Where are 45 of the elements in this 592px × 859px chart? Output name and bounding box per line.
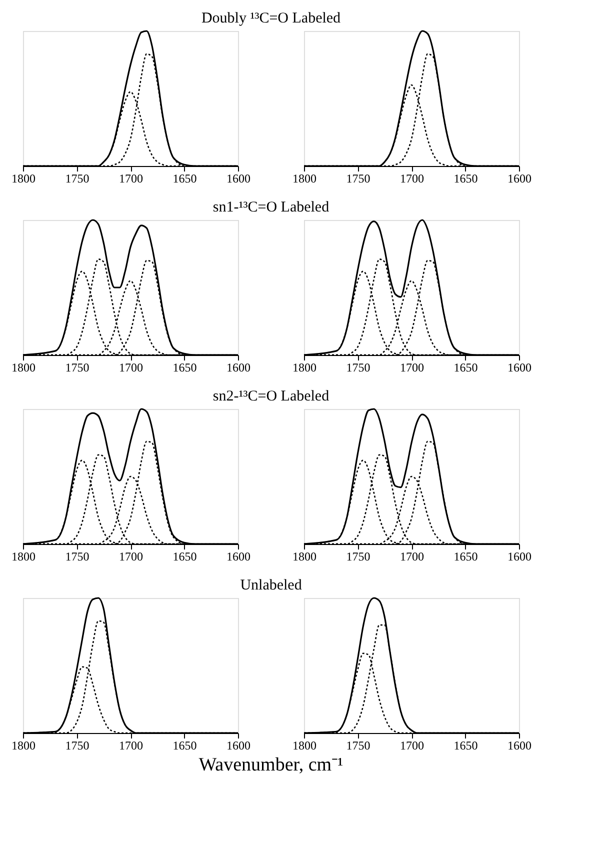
x-tick-label: 1700 <box>400 738 424 752</box>
x-tick-label: 1700 <box>400 172 424 186</box>
x-tick-label: 1600 <box>508 738 532 752</box>
x-tick-label: 1650 <box>172 360 197 374</box>
x-tick-label: 1750 <box>65 550 90 564</box>
text: sn1-¹³C=O Labeled <box>212 200 330 216</box>
x-tick-label: 1800 <box>292 550 316 564</box>
x-axis-title: Wavenumber, cm⁻¹ <box>198 754 344 776</box>
text: Unlabeled <box>240 578 302 594</box>
x-tick-label: 1650 <box>454 360 478 374</box>
x-tick-label: 1700 <box>119 360 143 374</box>
x-tick-label: 1700 <box>119 172 143 186</box>
x-tick-label: 1800 <box>12 738 36 752</box>
x-tick-label: 1600 <box>226 172 250 186</box>
x-tick-label: 1650 <box>172 550 197 564</box>
x-tick-label: 1800 <box>292 360 316 374</box>
x-tick-label: 1600 <box>508 360 532 374</box>
x-tick-label: 1700 <box>119 550 143 564</box>
x-tick-label: 1700 <box>400 360 424 374</box>
x-tick-label: 1600 <box>226 360 250 374</box>
x-tick-label: 1700 <box>119 738 143 752</box>
x-tick-label: 1700 <box>400 550 424 564</box>
x-tick-label: 1600 <box>508 172 532 186</box>
x-tick-label: 1750 <box>65 738 90 752</box>
x-tick-label: 1650 <box>454 172 478 186</box>
x-tick-label: 1750 <box>346 172 370 186</box>
x-tick-label: 1750 <box>65 360 90 374</box>
x-tick-label: 1800 <box>12 550 36 564</box>
x-tick-label: 1800 <box>12 172 36 186</box>
x-tick-label: 1750 <box>65 172 90 186</box>
x-tick-label: 1750 <box>346 550 370 564</box>
x-tick-label: 1650 <box>172 172 197 186</box>
x-tick-label: 1600 <box>508 550 532 564</box>
x-tick-label: 1750 <box>346 360 370 374</box>
x-tick-label: 1800 <box>292 172 316 186</box>
x-tick-label: 1750 <box>346 738 370 752</box>
x-tick-label: 1600 <box>226 738 250 752</box>
x-tick-label: 1600 <box>226 550 250 564</box>
x-tick-label: 1650 <box>172 738 197 752</box>
x-tick-label: 1650 <box>454 550 478 564</box>
x-tick-label: 1800 <box>292 738 316 752</box>
x-tick-label: 1800 <box>12 360 36 374</box>
text: Doubly ¹³C=O Labeled <box>201 10 342 27</box>
x-tick-label: 1650 <box>454 738 478 752</box>
text: sn2-¹³C=O Labeled <box>212 388 330 405</box>
